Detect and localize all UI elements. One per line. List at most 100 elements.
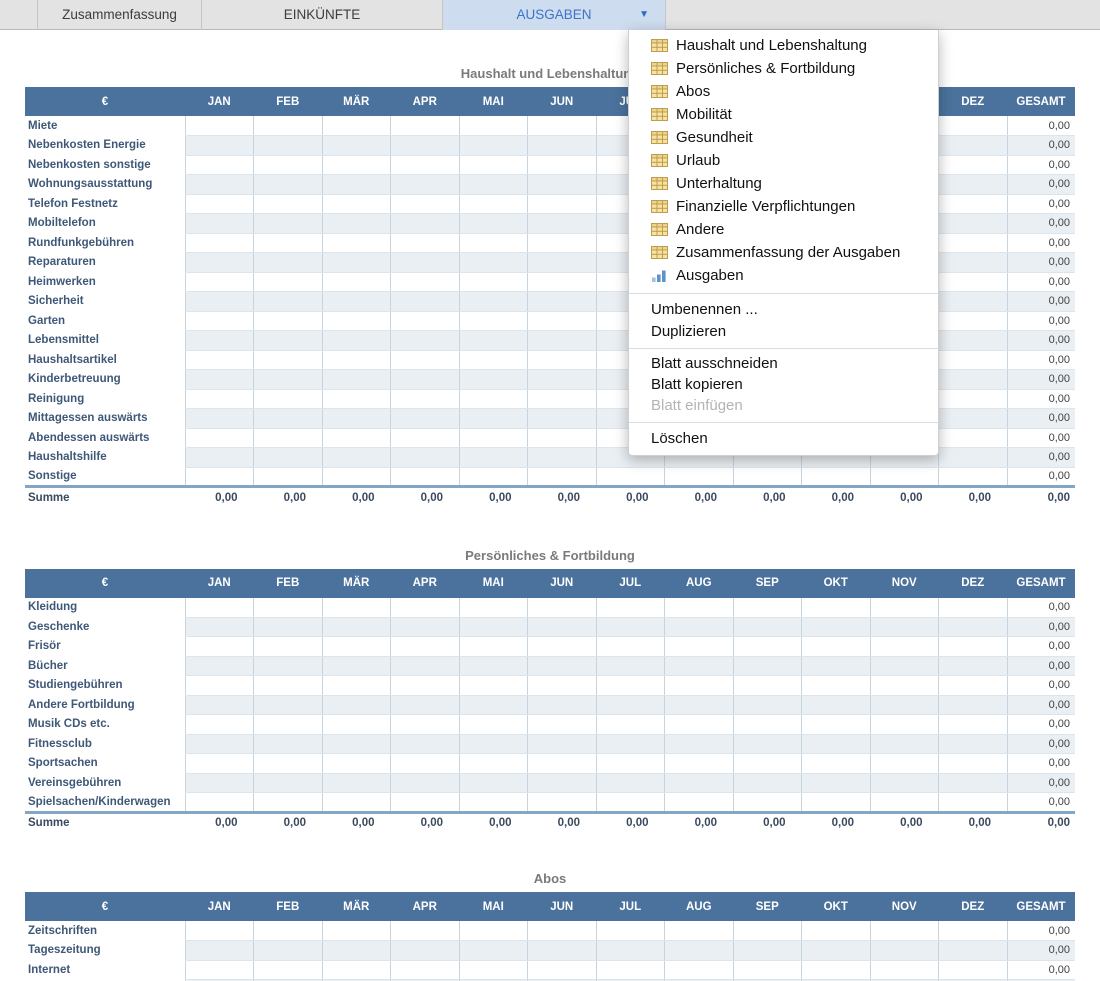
month-value-cell[interactable] <box>527 467 596 488</box>
month-value-cell[interactable] <box>664 753 733 774</box>
month-value-cell[interactable] <box>732 695 802 715</box>
month-value-cell[interactable] <box>801 960 870 980</box>
sheet-menu-item-pers-nliches-fortbildung[interactable]: Persönliches & Fortbildung <box>629 57 938 80</box>
month-value-cell[interactable] <box>253 194 322 214</box>
tab-zusammenfassung[interactable]: Zusammenfassung <box>38 0 202 30</box>
month-value-cell[interactable] <box>732 960 802 980</box>
row-label-cell[interactable]: Mobiltelefon <box>25 213 185 233</box>
month-value-cell[interactable] <box>732 734 802 754</box>
month-value-cell[interactable] <box>253 174 322 195</box>
month-header-cell[interactable]: FEB <box>253 87 322 116</box>
month-value-cell[interactable] <box>595 675 665 696</box>
month-value-cell[interactable] <box>184 753 254 774</box>
month-header-cell[interactable]: JUL <box>596 892 665 921</box>
month-value-cell[interactable] <box>595 597 665 618</box>
month-value-cell[interactable] <box>938 960 1007 980</box>
month-value-cell[interactable] <box>390 311 459 331</box>
month-value-cell[interactable] <box>184 979 254 981</box>
month-value-cell[interactable] <box>527 428 596 448</box>
sheet-menu-item-unterhaltung[interactable]: Unterhaltung <box>629 172 938 195</box>
month-value-cell[interactable] <box>938 675 1007 696</box>
month-value-cell[interactable] <box>869 753 939 774</box>
sheet-menu-item-mobilit-t[interactable]: Mobilität <box>629 103 938 126</box>
month-value-cell[interactable] <box>253 714 322 735</box>
month-value-cell[interactable] <box>458 350 528 370</box>
month-value-cell[interactable] <box>458 135 528 156</box>
month-value-cell[interactable] <box>184 252 254 273</box>
month-value-cell[interactable] <box>458 408 528 429</box>
month-value-cell[interactable] <box>664 467 733 488</box>
gesamt-value-cell[interactable]: 0,00 <box>1006 656 1075 676</box>
month-value-cell[interactable] <box>527 135 596 156</box>
month-value-cell[interactable] <box>527 979 596 981</box>
month-value-cell[interactable] <box>390 213 459 234</box>
row-label-cell[interactable]: Rundfunkgebühren <box>25 233 185 253</box>
month-value-cell[interactable] <box>458 369 528 390</box>
month-value-cell[interactable] <box>184 656 254 676</box>
summe-month-value-cell[interactable]: 0,00 <box>870 812 939 833</box>
month-value-cell[interactable] <box>458 272 528 292</box>
month-header-cell[interactable]: JUN <box>527 892 596 921</box>
month-header-cell[interactable]: MÄR <box>322 87 391 116</box>
currency-header-cell[interactable]: € <box>25 87 185 116</box>
month-value-cell[interactable] <box>938 447 1007 468</box>
summe-month-value-cell[interactable]: 0,00 <box>185 486 254 508</box>
month-value-cell[interactable] <box>253 979 322 981</box>
row-label-cell[interactable]: Internet <box>25 960 185 980</box>
month-value-cell[interactable] <box>801 734 870 754</box>
month-value-cell[interactable] <box>321 792 391 814</box>
gesamt-value-cell[interactable]: 0,00 <box>1006 330 1075 351</box>
month-value-cell[interactable] <box>801 467 870 488</box>
month-value-cell[interactable] <box>390 252 459 273</box>
month-header-cell[interactable]: DEZ <box>938 87 1007 116</box>
month-value-cell[interactable] <box>458 921 528 941</box>
month-header-cell[interactable]: MAI <box>459 87 528 116</box>
month-value-cell[interactable] <box>390 734 459 754</box>
month-value-cell[interactable] <box>321 447 391 468</box>
month-value-cell[interactable] <box>938 940 1007 961</box>
month-value-cell[interactable] <box>458 194 528 214</box>
gesamt-value-cell[interactable]: 0,00 <box>1006 194 1075 214</box>
month-value-cell[interactable] <box>390 194 459 214</box>
gesamt-value-cell[interactable]: 0,00 <box>1006 960 1075 980</box>
month-value-cell[interactable] <box>527 773 596 793</box>
month-value-cell[interactable] <box>801 617 870 637</box>
month-value-cell[interactable] <box>390 174 459 195</box>
month-value-cell[interactable] <box>938 116 1007 136</box>
month-value-cell[interactable] <box>253 921 322 941</box>
currency-header-cell[interactable]: € <box>25 568 185 598</box>
month-value-cell[interactable] <box>390 695 459 715</box>
month-value-cell[interactable] <box>801 773 870 793</box>
gesamt-value-cell[interactable]: 0,00 <box>1006 447 1075 468</box>
summe-month-value-cell[interactable]: 0,00 <box>322 812 391 833</box>
gesamt-value-cell[interactable]: 0,00 <box>1006 428 1075 448</box>
month-value-cell[interactable] <box>458 311 528 331</box>
month-value-cell[interactable] <box>321 408 391 429</box>
month-value-cell[interactable] <box>184 773 254 793</box>
month-value-cell[interactable] <box>664 979 733 981</box>
month-value-cell[interactable] <box>595 714 665 735</box>
month-value-cell[interactable] <box>595 792 665 814</box>
month-value-cell[interactable] <box>938 792 1007 814</box>
month-value-cell[interactable] <box>321 617 391 637</box>
month-value-cell[interactable] <box>664 714 733 735</box>
month-value-cell[interactable] <box>527 617 596 637</box>
month-value-cell[interactable] <box>869 675 939 696</box>
row-label-cell[interactable]: Wohnungsausstattung <box>25 174 185 194</box>
month-value-cell[interactable] <box>458 330 528 351</box>
month-value-cell[interactable] <box>732 921 802 941</box>
month-value-cell[interactable] <box>184 714 254 735</box>
month-value-cell[interactable] <box>527 636 596 657</box>
gesamt-value-cell[interactable]: 0,00 <box>1006 233 1075 253</box>
gesamt-value-cell[interactable]: 0,00 <box>1006 617 1075 637</box>
month-value-cell[interactable] <box>527 734 596 754</box>
summe-month-value-cell[interactable]: 0,00 <box>664 486 733 508</box>
row-label-cell[interactable]: Abendessen auswärts <box>25 428 185 448</box>
month-value-cell[interactable] <box>664 792 733 814</box>
month-value-cell[interactable] <box>321 350 391 370</box>
month-value-cell[interactable] <box>321 979 391 981</box>
month-value-cell[interactable] <box>595 921 665 941</box>
month-value-cell[interactable] <box>458 389 528 409</box>
row-label-cell[interactable]: Fitnessclub <box>25 734 185 754</box>
month-value-cell[interactable] <box>184 447 254 468</box>
